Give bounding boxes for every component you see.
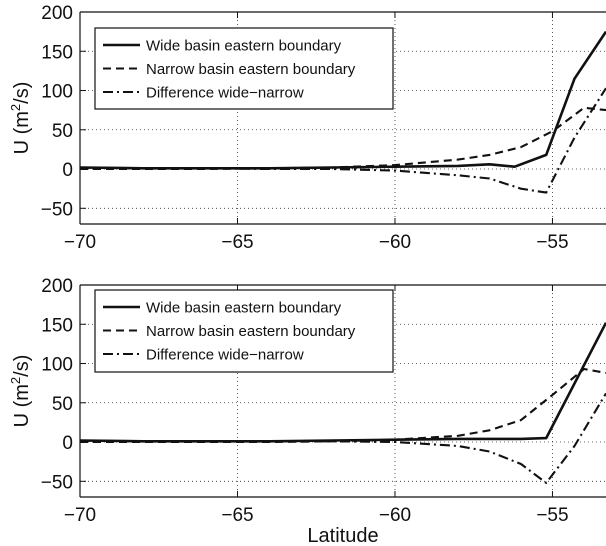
x-tick-label: −55 bbox=[536, 505, 568, 526]
x-tick-label: −70 bbox=[64, 505, 96, 526]
y-tick-label: 150 bbox=[41, 42, 73, 63]
legend-box bbox=[94, 289, 394, 373]
series-line-2 bbox=[80, 367, 606, 444]
y-tick-label: 100 bbox=[41, 355, 73, 376]
legend: Wide basin eastern boundary Narrow basin … bbox=[94, 27, 394, 110]
legend-label: Wide basin eastern boundary bbox=[146, 300, 342, 317]
legend: Wide basin eastern boundary Narrow basin … bbox=[94, 289, 394, 373]
legend-label: Wide basin eastern boundary bbox=[146, 38, 342, 55]
y-tick-label: 0 bbox=[62, 433, 73, 454]
x-tick-label: −60 bbox=[379, 232, 411, 253]
y-tick-label: 50 bbox=[52, 394, 73, 415]
legend-label: Narrow basin eastern boundary bbox=[146, 323, 356, 340]
chart-panel-2: −70 −65 −60 −55 −50 0 50 100 150 200 U (m2/s) Latit… bbox=[8, 276, 606, 546]
y-tick-label: 150 bbox=[41, 315, 73, 336]
x-tick-label: −60 bbox=[379, 505, 411, 526]
y-tick-label: −50 bbox=[41, 199, 73, 220]
y-axis-title: U (m2/s) bbox=[8, 82, 33, 155]
x-axis-title: Latitude bbox=[307, 525, 378, 546]
x-tick-label: −65 bbox=[221, 232, 253, 253]
series-line-3 bbox=[80, 392, 606, 484]
y-tick-label: 50 bbox=[52, 121, 73, 142]
y-tick-label: 0 bbox=[62, 160, 73, 181]
y-tick-label: −50 bbox=[41, 472, 73, 493]
y-axis-title: U (m2/s) bbox=[8, 355, 33, 428]
x-tick-label: −55 bbox=[536, 232, 568, 253]
y-tick-label: 100 bbox=[41, 82, 73, 103]
x-tick-label: −70 bbox=[64, 232, 96, 253]
legend-label: Difference wide−narrow bbox=[146, 347, 304, 364]
legend-label: Difference wide−narrow bbox=[146, 85, 304, 102]
y-tick-label: 200 bbox=[41, 3, 73, 24]
legend-label: Narrow basin eastern boundary bbox=[146, 61, 356, 78]
series-line-2 bbox=[80, 106, 606, 171]
legend-box bbox=[94, 27, 394, 110]
x-tick-label: −65 bbox=[221, 505, 253, 526]
series-line-3 bbox=[80, 87, 606, 194]
y-tick-label: 200 bbox=[41, 276, 73, 297]
chart-panel-1: −70 −65 −60 −55 −50 0 50 100 150 200 U (m2/s) Wide … bbox=[8, 3, 606, 253]
